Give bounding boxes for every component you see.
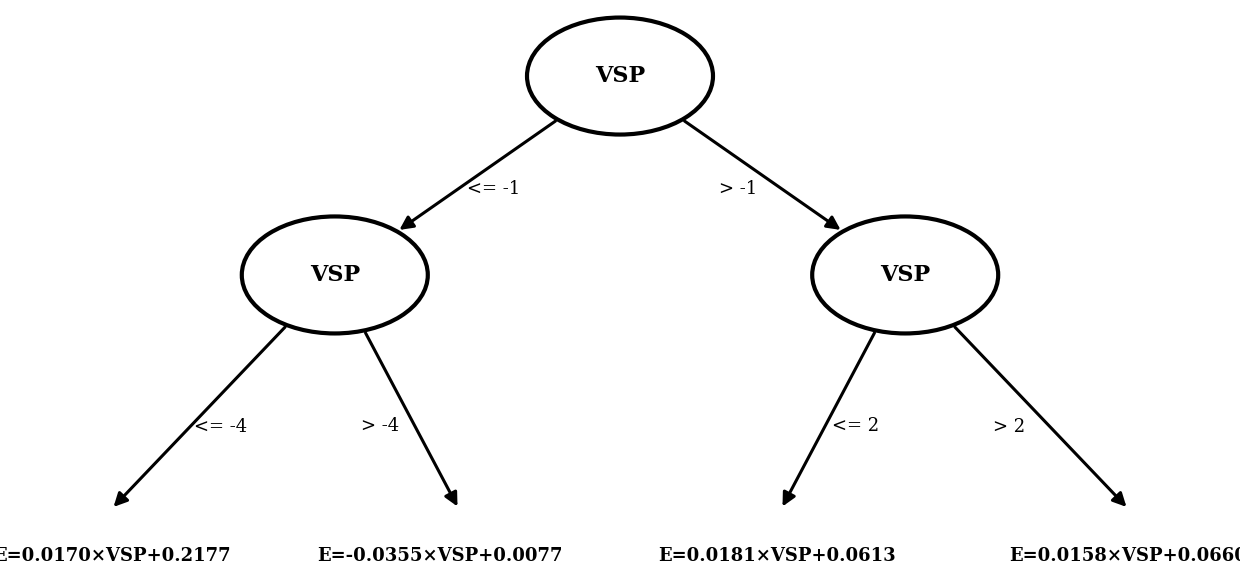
Text: > -1: > -1 xyxy=(719,180,758,198)
Text: E=0.0181×VSP+0.0613: E=0.0181×VSP+0.0613 xyxy=(658,547,897,565)
Text: E=-0.0355×VSP+0.0077: E=-0.0355×VSP+0.0077 xyxy=(317,547,563,565)
Text: <= -4: <= -4 xyxy=(193,418,247,436)
Ellipse shape xyxy=(812,216,998,333)
Text: VSP: VSP xyxy=(310,264,360,286)
Text: E=0.0158×VSP+0.0660: E=0.0158×VSP+0.0660 xyxy=(1009,547,1240,565)
Text: <= -1: <= -1 xyxy=(467,180,521,198)
Text: <= 2: <= 2 xyxy=(832,417,879,435)
Ellipse shape xyxy=(527,18,713,135)
Text: > 2: > 2 xyxy=(993,418,1025,436)
Ellipse shape xyxy=(242,216,428,333)
Text: > -4: > -4 xyxy=(361,417,399,435)
Text: VSP: VSP xyxy=(595,65,645,87)
Text: E=0.0170×VSP+0.2177: E=0.0170×VSP+0.2177 xyxy=(0,547,231,565)
Text: VSP: VSP xyxy=(880,264,930,286)
